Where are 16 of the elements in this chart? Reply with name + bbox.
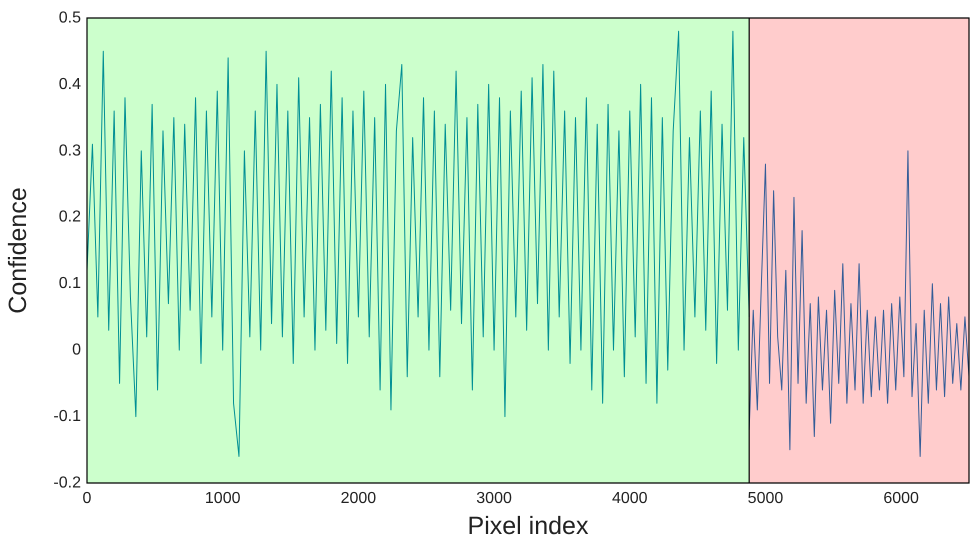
y-tick-label: 0	[72, 342, 82, 359]
y-axis-title: Confidence	[4, 187, 32, 314]
x-axis-title: Pixel index	[468, 512, 589, 540]
y-tick-label: 0.1	[58, 275, 82, 292]
y-tick-label: -0.1	[53, 408, 82, 425]
y-tick-label: 0.5	[58, 9, 82, 26]
x-tick-label: 5000	[748, 490, 784, 508]
x-tick-label: 3000	[476, 490, 512, 508]
x-tick-label: 4000	[612, 490, 648, 508]
y-tick-label: 0.3	[58, 142, 82, 160]
x-tick-label: 2000	[340, 490, 376, 508]
y-tick-label: 0.4	[58, 76, 82, 93]
x-tick-label: 6000	[883, 490, 920, 508]
y-tick-label: 0.2	[58, 208, 82, 226]
y-tick-label: -0.2	[53, 474, 82, 492]
x-tick-label: 1000	[204, 490, 241, 508]
